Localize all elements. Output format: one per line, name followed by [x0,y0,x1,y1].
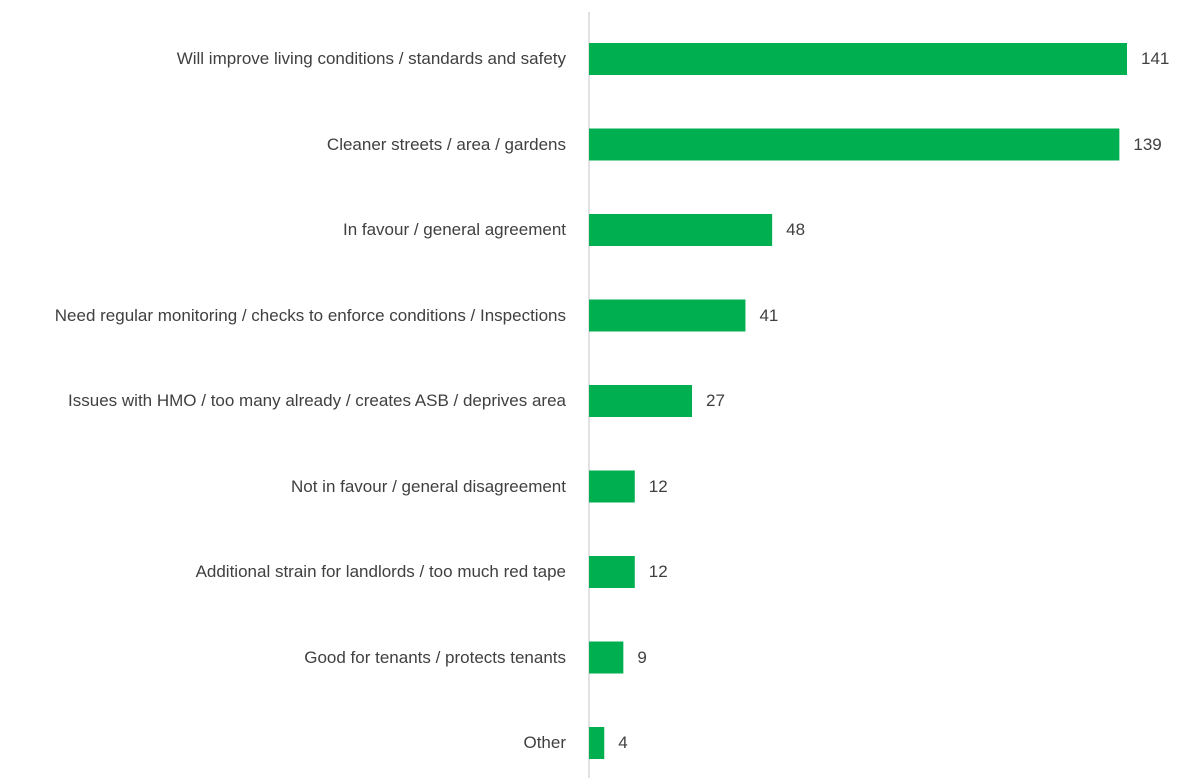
bar [589,385,693,417]
category-label: Not in favour / general disagreement [291,476,566,496]
bar [589,214,773,246]
bar [589,641,624,674]
value-label: 12 [648,476,668,496]
category-label: Other [523,733,566,752]
value-label: 41 [759,305,779,325]
category-label: Issues with HMO / too many already / cre… [68,391,566,410]
bar [589,470,635,503]
category-label: Will improve living conditions / standar… [176,49,566,68]
value-label: 12 [648,562,668,581]
bar [589,299,746,332]
value-label: 141 [1141,49,1170,68]
bar [589,43,1127,75]
bar [589,128,1120,161]
category-label: Need regular monitoring / checks to enfo… [54,305,566,325]
bar [589,727,605,759]
value-label: 48 [786,220,806,239]
category-label: Additional strain for landlords / too mu… [195,562,566,581]
value-label: 139 [1133,134,1162,154]
value-label: 9 [637,647,647,667]
value-label: 4 [618,733,628,752]
category-label: Good for tenants / protects tenants [304,647,566,667]
value-label: 27 [706,391,725,410]
bar [589,556,635,588]
category-label: In favour / general agreement [342,220,566,239]
category-label: Cleaner streets / area / gardens [326,134,566,154]
